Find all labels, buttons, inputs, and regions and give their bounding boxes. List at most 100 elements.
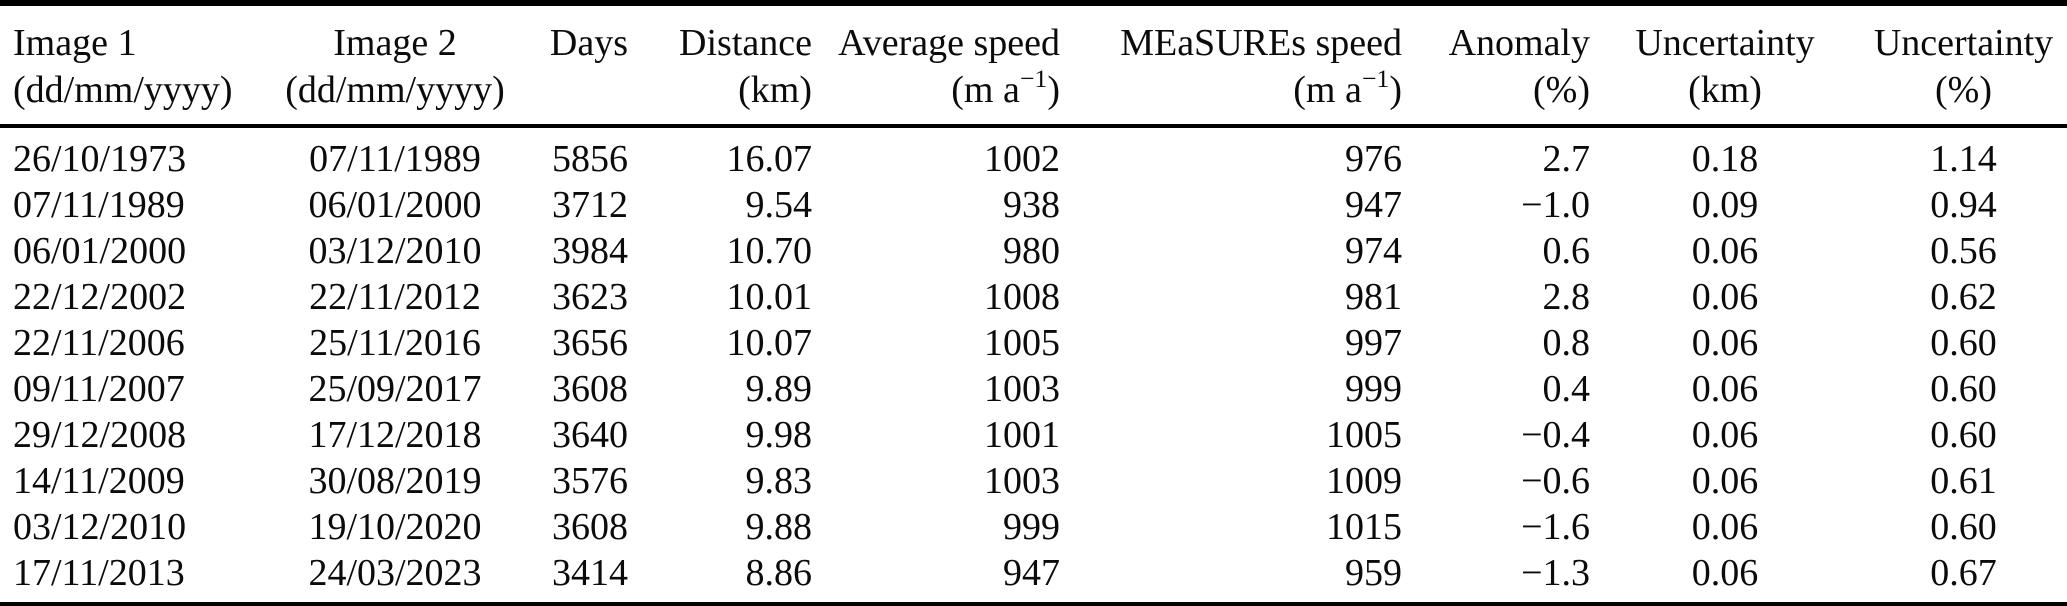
table-cell: 0.06 (1691, 414, 1759, 456)
table-cell: 938 (1003, 184, 1060, 226)
unit-text: (km) (738, 69, 812, 111)
table-cell: 3712 (552, 184, 628, 226)
table-cell: 947 (1003, 552, 1060, 594)
column-header-image-2: Image 2 (dd/mm/yyyy) (270, 3, 520, 128)
column-label: Uncertainty (1873, 22, 2054, 64)
table-cell: 0.06 (1691, 322, 1759, 364)
table-row: 29/12/2008 17/12/2018 3640 9.98 1001 1005 −0.4… (0, 412, 2067, 458)
table-cell: 3640 (552, 414, 628, 456)
table-cell: 16.07 (726, 138, 813, 180)
table-cell: 976 (1345, 138, 1402, 180)
table-row: 06/01/2000 03/12/2010 3984 10.70 980 974 0.6 0.… (0, 228, 2067, 274)
unit-text: ) (1389, 69, 1402, 111)
table-cell: 9.54 (745, 184, 813, 226)
table-cell: 1009 (1326, 460, 1402, 502)
table-row: 14/11/2009 30/08/2019 3576 9.83 1003 1009 −0.6… (0, 458, 2067, 504)
table-row: 03/12/2010 19/10/2020 3608 9.88 999 1015 −1.6 0… (0, 504, 2067, 550)
table-cell: 9.88 (745, 506, 813, 548)
table-cell: 3984 (552, 230, 628, 272)
table-cell: 07/11/1989 (309, 138, 481, 180)
table-cell: 0.06 (1691, 506, 1759, 548)
unit-text: (m a (951, 69, 1020, 111)
table-cell: 3608 (552, 368, 628, 410)
table-cell: 959 (1345, 552, 1402, 594)
table-cell: 1005 (1326, 414, 1402, 456)
table-cell: −0.4 (1521, 414, 1590, 456)
unit-text: (dd/mm/yyyy) (13, 69, 233, 111)
column-header-image-1: Image 1 (dd/mm/yyyy) (0, 3, 270, 128)
column-unit: (%) (1402, 67, 1590, 114)
table-cell: 06/01/2000 (308, 184, 482, 226)
unit-text: ) (1047, 69, 1060, 111)
column-header-days: Days (520, 3, 628, 128)
table-cell: 0.60 (1930, 368, 1997, 410)
table-cell: 0.06 (1691, 552, 1759, 594)
column-label: Image 1 (13, 22, 137, 64)
table-cell: 22/12/2002 (13, 276, 187, 318)
table-cell: 5856 (552, 138, 628, 180)
column-unit: (dd/mm/yyyy) (270, 67, 520, 114)
unit-text: (%) (1935, 69, 1992, 111)
header-row: Image 1 (dd/mm/yyyy) Image 2 (dd/mm/yyyy… (0, 3, 2067, 128)
table-cell: 1.14 (1930, 138, 1997, 180)
column-label: Uncertainty (1635, 22, 1815, 64)
table-cell: 1001 (984, 414, 1060, 456)
table-row: 22/11/2006 25/11/2016 3656 10.07 1005 997 0.8 0… (0, 320, 2067, 366)
table-cell: 3623 (552, 276, 628, 318)
column-header-distance: Distance (km) (628, 3, 812, 128)
table-cell: 29/12/2008 (13, 414, 187, 456)
column-unit: (dd/mm/yyyy) (13, 67, 270, 114)
table-cell: 03/12/2010 (308, 230, 482, 272)
table-cell: 07/11/1989 (13, 184, 185, 226)
table-cell: 3608 (552, 506, 628, 548)
table-cell: −1.3 (1521, 552, 1590, 594)
unit-text: (dd/mm/yyyy) (285, 69, 505, 111)
unit-superscript: −1 (1019, 64, 1048, 94)
table-body: 26/10/1973 07/11/1989 5856 16.07 1002 976 2.7 0… (0, 126, 2067, 604)
table-cell: 0.06 (1691, 230, 1759, 272)
unit-text: (%) (1533, 69, 1590, 111)
column-unit: (m a−1) (1060, 66, 1402, 114)
table-cell: 999 (1345, 368, 1402, 410)
table-cell: 980 (1003, 230, 1060, 272)
column-unit: (km) (1590, 67, 1860, 114)
table-cell: 981 (1345, 276, 1402, 318)
column-unit: (%) (1860, 67, 2067, 114)
table-cell: 974 (1345, 230, 1402, 272)
column-header-average-speed: Average speed (m a−1) (812, 3, 1060, 128)
table-cell: 0.67 (1930, 552, 1997, 594)
column-label: Anomaly (1448, 22, 1590, 64)
table-cell: 0.94 (1930, 184, 1997, 226)
table-cell: 0.06 (1691, 276, 1759, 318)
table-cell: −1.6 (1521, 506, 1590, 548)
table-cell: 0.56 (1930, 230, 1997, 272)
table-cell: 2.7 (1542, 138, 1591, 180)
table-cell: 0.62 (1930, 276, 1997, 318)
table-row: 17/11/2013 24/03/2023 3414 8.86 947 959 −1.3 0.… (0, 550, 2067, 604)
table-cell: 0.4 (1542, 368, 1591, 410)
table-cell: 9.98 (745, 414, 813, 456)
table-cell: 0.18 (1691, 138, 1759, 180)
table-cell: 17/12/2018 (308, 414, 482, 456)
table-cell: 24/03/2023 (308, 552, 482, 594)
table-cell: 06/01/2000 (13, 230, 187, 272)
table-cell: 0.60 (1930, 414, 1997, 456)
table-cell: 0.61 (1930, 460, 1997, 502)
table-cell: 0.6 (1542, 230, 1591, 272)
table-cell: 0.60 (1930, 322, 1997, 364)
table-cell: 0.06 (1691, 460, 1759, 502)
table-cell: 947 (1345, 184, 1402, 226)
table-cell: 9.89 (745, 368, 813, 410)
table-cell: 3576 (552, 460, 628, 502)
table-cell: 1015 (1326, 506, 1402, 548)
table-cell: 1008 (984, 276, 1060, 318)
table-cell: 0.8 (1542, 322, 1591, 364)
table-cell: 1002 (984, 138, 1060, 180)
column-label: Image 2 (333, 22, 457, 64)
column-unit: (km) (628, 67, 812, 114)
table-cell: 25/09/2017 (308, 368, 482, 410)
table-cell: 1005 (984, 322, 1060, 364)
table-cell: 09/11/2007 (13, 368, 185, 410)
